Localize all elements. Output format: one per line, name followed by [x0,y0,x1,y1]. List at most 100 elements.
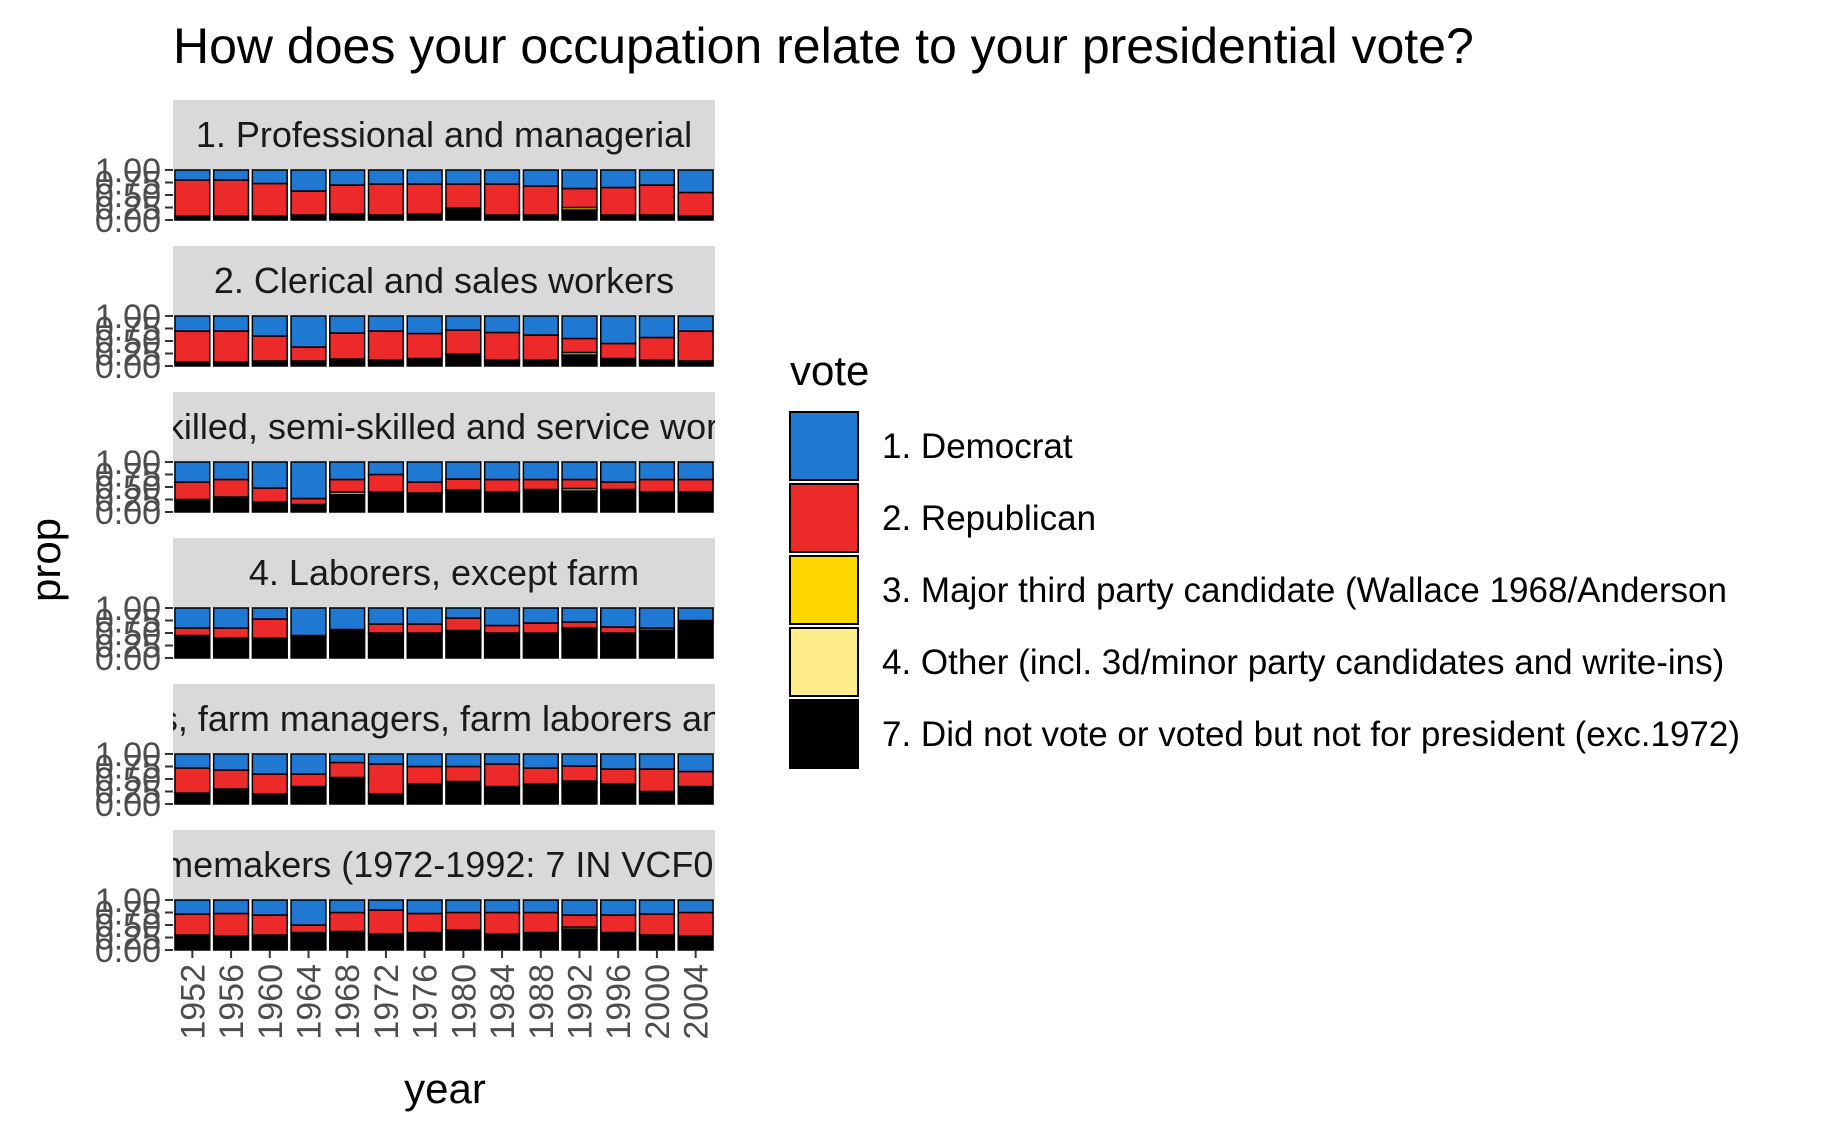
bar-segment-republican [251,182,288,217]
bar-segment-republican [290,190,327,216]
bar-segment-republican [638,768,676,793]
bar-segment-democrat [445,315,482,331]
bar-segment-democrat [367,753,405,765]
bar-segment-democrat [212,607,250,629]
bar-segment-did-not-vote [677,619,714,659]
y-tick-label: 0.00 [95,202,161,240]
y-tick-label: 1.00 [95,298,161,336]
bar-segment-did-not-vote [251,501,288,513]
bar-segment-did-not-vote [561,491,598,513]
bar-segment-republican [600,914,637,934]
bar-segment-republican [445,617,482,632]
bar-segment-did-not-vote [522,632,559,659]
bar-segment-did-not-vote [290,931,327,951]
bar-segment-republican [483,183,521,216]
legend-label: 2. Republican [882,499,1096,538]
bar-segment-republican [522,622,559,634]
x-tick-label: 1980 [445,964,483,1040]
bar-segment-republican [445,765,482,783]
facet-panel: 5. Farmers, farm managers, farm laborers… [95,684,715,824]
x-tick-label: 1992 [562,964,600,1040]
legend-label: 3. Major third party candidate (Wallace … [882,571,1727,610]
bar-segment-did-not-vote [445,929,482,951]
bar-segment-republican [406,765,443,785]
bar-segment-republican [367,183,405,216]
bar-segment-did-not-vote [212,935,250,951]
bar-segment-democrat [212,169,250,181]
bar-segment-did-not-vote [251,637,288,659]
y-tick-label: 0.50 [95,177,161,215]
bar-segment-did-not-vote [677,785,714,805]
bar-segment-democrat [174,461,211,483]
y-tick-label: 0.25 [95,482,161,520]
bar-segment-republican [522,911,559,934]
bar-segment-democrat [638,461,676,481]
bar-segment-democrat [406,315,443,335]
bar-segment-democrat [367,461,405,476]
bar-segment-did-not-vote [174,498,211,513]
bar-segment-did-not-vote [406,931,443,951]
bar-segment-democrat [522,169,559,187]
legend-title: vote [790,347,869,394]
bar-segment-republican [600,481,637,491]
legend-item: 1. Democrat [789,411,1073,481]
bar-segment-republican [174,913,211,936]
bar-segment-democrat [561,169,598,190]
bar-segment-republican [445,478,482,491]
bar-segment-democrat [638,607,676,629]
legend-item: 3. Major third party candidate (Wallace … [789,555,1727,625]
bar-segment-did-not-vote [561,629,598,659]
bar-segment-democrat [522,753,559,769]
bar-segment-did-not-vote [251,934,288,951]
bar-segment-did-not-vote [522,488,559,513]
bar-segment-did-not-vote [638,359,676,367]
bar-segment-republican [406,912,443,934]
bar-segment-republican [677,330,714,362]
bar-segment-democrat [290,169,327,192]
bar-segment-republican [638,913,676,936]
bar-segment-republican [251,914,288,936]
y-tick-label: 0.75 [95,311,161,349]
bar-segment-did-not-vote [406,783,443,805]
facet-panel: 1. Professional and managerial 0.000.250.… [95,100,715,240]
bar-segment-democrat [329,461,366,481]
bar-segment-republican [174,330,211,363]
bar-segment-did-not-vote [367,359,405,367]
x-tick-label: 2000 [639,964,677,1040]
bar-segment-democrat [522,315,559,336]
facet-strip-label: 3. Skilled, semi-skilled and service wor… [102,406,786,447]
bar-segment-democrat [251,899,288,916]
bar-segment-republican [561,187,598,209]
bar-segment-democrat [638,169,676,186]
facet-panel: 3. Skilled, semi-skilled and service wor… [95,392,786,532]
x-tick-label: 1964 [291,964,329,1040]
bar-segment-democrat [445,753,482,768]
facet-strip [173,246,715,316]
y-tick-label: 0.50 [95,323,161,361]
y-tick-label: 0.25 [95,628,161,666]
bar-segment-democrat [367,315,405,332]
bar-segment-republican [212,330,250,363]
bar-segment-democrat [367,899,405,911]
bar-segment-republican [445,911,482,931]
facet-strip-label: 1. Professional and managerial [196,114,692,155]
bar-segment-democrat [406,607,443,625]
bar-segment-democrat [212,753,250,771]
bar-segment-republican [251,618,288,639]
bar-segment-republican [329,332,366,360]
bar-segment-democrat [600,607,637,628]
bar-segment-democrat [212,315,250,332]
facet-strip-label: 7. Homemakers (1972-1992: 7 IN VCF0116, … [77,844,811,885]
bar-segment-democrat [251,607,288,620]
bar-segment-did-not-vote [212,496,250,513]
bar-segment-did-not-vote [406,492,443,513]
bar-segment-republican [367,473,405,493]
y-tick-label: 0.50 [95,615,161,653]
y-tick-label: 0.00 [95,786,161,824]
bar-segment-democrat [290,461,327,500]
bar-segment-republican [522,478,559,491]
x-tick-label: 1988 [523,964,561,1040]
facet-strip-label: 4. Laborers, except farm [249,552,639,593]
bar-segment-democrat [638,753,676,770]
bar-segment-did-not-vote [367,933,405,951]
